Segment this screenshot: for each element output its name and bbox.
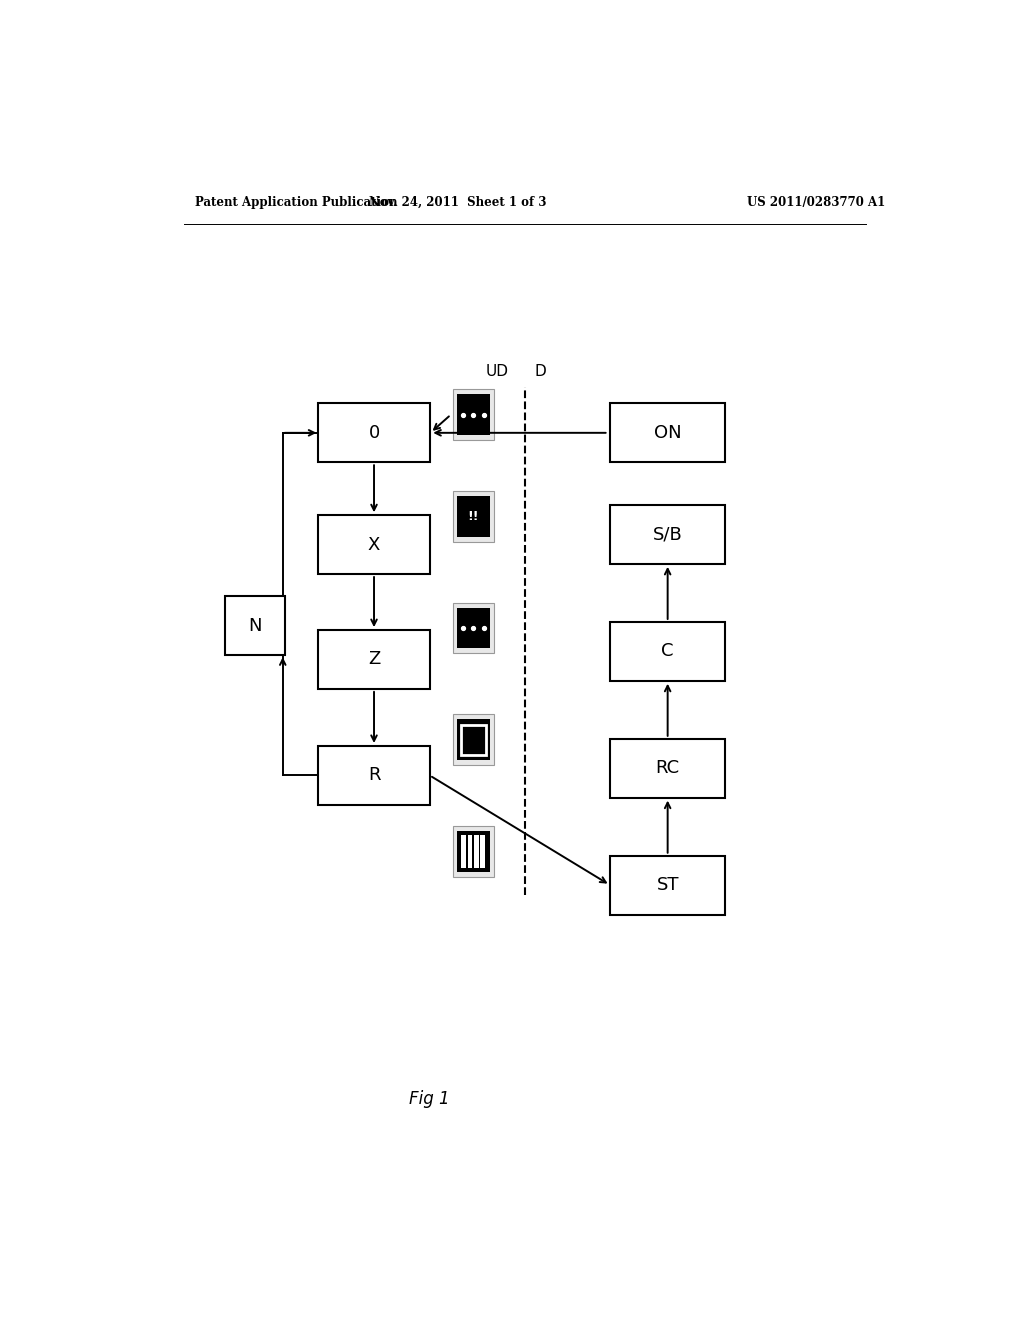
FancyBboxPatch shape: [461, 836, 466, 867]
FancyBboxPatch shape: [453, 602, 494, 653]
Text: Patent Application Publication: Patent Application Publication: [196, 195, 398, 209]
FancyBboxPatch shape: [610, 506, 725, 564]
FancyBboxPatch shape: [453, 826, 494, 876]
FancyBboxPatch shape: [468, 836, 472, 867]
Text: ON: ON: [654, 424, 681, 442]
FancyBboxPatch shape: [318, 404, 430, 462]
FancyBboxPatch shape: [457, 607, 489, 648]
Text: X: X: [368, 536, 380, 553]
FancyBboxPatch shape: [610, 855, 725, 915]
FancyBboxPatch shape: [453, 491, 494, 541]
Text: S/B: S/B: [652, 525, 683, 544]
FancyBboxPatch shape: [610, 622, 725, 681]
FancyBboxPatch shape: [457, 719, 489, 760]
Text: Z: Z: [368, 651, 380, 668]
FancyBboxPatch shape: [457, 496, 489, 536]
Text: 0: 0: [369, 424, 380, 442]
FancyBboxPatch shape: [225, 597, 285, 656]
Text: US 2011/0283770 A1: US 2011/0283770 A1: [748, 195, 886, 209]
Text: Fig 1: Fig 1: [410, 1089, 450, 1107]
FancyBboxPatch shape: [457, 832, 489, 873]
FancyBboxPatch shape: [610, 739, 725, 797]
Text: Nov. 24, 2011  Sheet 1 of 3: Nov. 24, 2011 Sheet 1 of 3: [369, 195, 546, 209]
FancyBboxPatch shape: [461, 725, 486, 755]
FancyBboxPatch shape: [318, 746, 430, 805]
Text: UD: UD: [485, 364, 509, 379]
Text: N: N: [248, 616, 262, 635]
FancyBboxPatch shape: [318, 630, 430, 689]
Text: !!: !!: [468, 510, 479, 523]
Text: ST: ST: [656, 876, 679, 894]
Text: C: C: [662, 643, 674, 660]
FancyBboxPatch shape: [457, 395, 489, 434]
FancyBboxPatch shape: [318, 515, 430, 574]
Text: RC: RC: [655, 759, 680, 777]
FancyBboxPatch shape: [453, 714, 494, 766]
FancyBboxPatch shape: [610, 404, 725, 462]
FancyBboxPatch shape: [453, 389, 494, 440]
FancyBboxPatch shape: [474, 836, 479, 867]
Text: R: R: [368, 767, 380, 784]
Text: D: D: [535, 364, 547, 379]
FancyBboxPatch shape: [480, 836, 485, 867]
